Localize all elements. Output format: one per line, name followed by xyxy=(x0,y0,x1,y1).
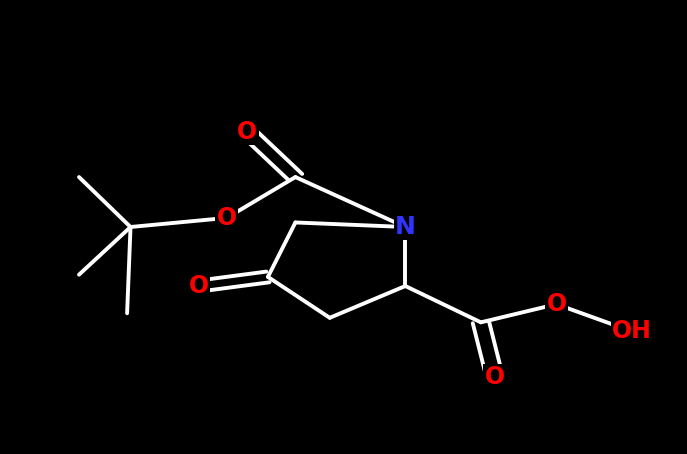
Text: OH: OH xyxy=(612,320,652,343)
Text: O: O xyxy=(484,365,505,389)
Text: N: N xyxy=(395,215,416,239)
Text: O: O xyxy=(216,206,237,230)
Text: O: O xyxy=(189,274,210,298)
Text: O: O xyxy=(546,292,567,316)
Text: O: O xyxy=(237,120,258,143)
